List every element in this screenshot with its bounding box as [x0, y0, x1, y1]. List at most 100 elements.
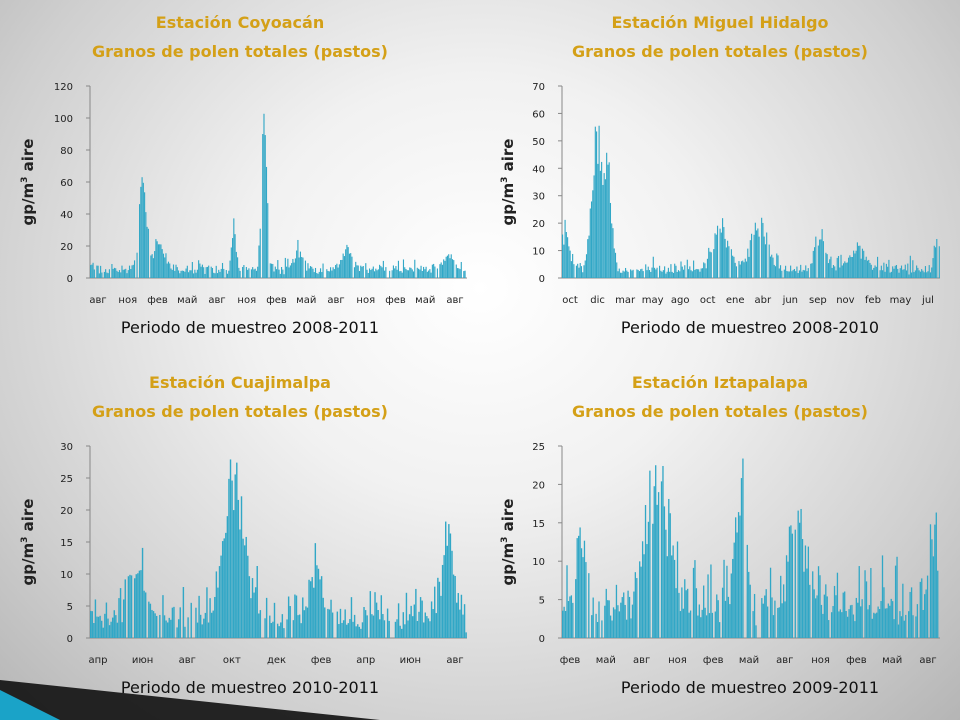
data-bar — [429, 269, 431, 278]
data-bar — [283, 274, 285, 278]
data-bar — [873, 267, 875, 278]
data-bar — [836, 572, 839, 638]
data-bar — [340, 259, 342, 278]
data-bar — [107, 273, 109, 278]
data-bar — [159, 614, 161, 638]
data-bar — [369, 591, 372, 638]
data-bar — [234, 474, 236, 638]
data-bar — [830, 612, 833, 638]
data-bar — [735, 517, 737, 638]
data-bar — [179, 607, 181, 638]
data-bar — [185, 268, 187, 278]
data-bar — [887, 603, 889, 638]
data-bar — [677, 270, 680, 278]
data-bar — [317, 273, 319, 278]
data-bar — [595, 613, 597, 638]
data-bar — [287, 596, 290, 638]
data-bar — [388, 620, 390, 638]
data-bar — [916, 265, 918, 278]
data-bar — [429, 621, 431, 638]
data-bar — [690, 270, 692, 278]
data-bar — [276, 623, 279, 638]
data-bar — [805, 265, 807, 278]
data-bar — [665, 273, 667, 278]
data-bar — [428, 270, 430, 278]
data-bar — [840, 254, 842, 278]
data-bar — [924, 594, 926, 638]
data-bar — [399, 271, 401, 278]
data-bar — [671, 555, 673, 638]
chart-title: Estación Coyoacán — [155, 13, 325, 32]
y-tick-label: 10 — [532, 247, 545, 258]
data-bar — [143, 590, 145, 638]
data-bar — [172, 264, 175, 278]
data-bar — [201, 264, 203, 278]
data-bar — [761, 598, 763, 638]
data-bar — [609, 202, 612, 278]
x-tick-label: авг — [446, 655, 463, 666]
data-bar — [889, 272, 891, 278]
data-bar — [404, 267, 406, 278]
data-bar — [583, 265, 585, 278]
x-tick-label: фев — [311, 655, 332, 666]
data-bar — [695, 588, 698, 638]
data-bar — [131, 265, 133, 278]
data-bar — [884, 271, 886, 278]
data-bar — [598, 125, 600, 278]
data-bar — [599, 170, 601, 278]
data-bar — [724, 238, 726, 278]
data-bar — [623, 592, 625, 638]
x-tick-label: июн — [132, 655, 153, 666]
data-bar — [855, 597, 857, 638]
y-tick-label: 80 — [60, 146, 73, 157]
data-bar — [152, 258, 154, 278]
data-bar — [851, 604, 853, 638]
data-bar — [899, 268, 901, 278]
data-bar — [440, 262, 442, 278]
data-bar — [703, 262, 705, 278]
data-bar — [800, 264, 802, 278]
data-bar — [823, 594, 826, 638]
data-bar — [935, 512, 937, 638]
data-bar — [392, 265, 394, 278]
data-bar — [129, 574, 131, 638]
x-tick-label: фев — [266, 295, 287, 306]
data-bar — [671, 271, 673, 278]
data-bar — [445, 521, 447, 638]
data-bar — [688, 612, 690, 638]
data-bar — [769, 256, 772, 278]
data-bar — [439, 264, 441, 278]
data-bar — [305, 606, 307, 638]
data-bar — [303, 610, 306, 638]
data-bar — [240, 496, 243, 638]
data-bar — [221, 541, 224, 638]
data-bar — [230, 247, 232, 278]
data-bar — [231, 480, 233, 638]
data-bar — [766, 232, 768, 278]
data-bar — [563, 606, 565, 638]
data-bar — [300, 623, 302, 638]
data-bar — [232, 238, 234, 278]
data-bar — [111, 617, 114, 638]
data-bar — [245, 267, 247, 278]
panel-miguel-hidalgo: Estación Miguel Hidalgo Granos de polen … — [480, 0, 960, 360]
panel-iztapalapa: Estación Iztapalapa Granos de polen tota… — [480, 360, 960, 720]
data-bar — [237, 257, 239, 278]
data-bar — [829, 259, 831, 278]
data-bar — [684, 265, 686, 278]
data-bar — [306, 607, 309, 638]
data-bar — [243, 545, 246, 638]
data-bar — [614, 609, 616, 638]
data-bar — [253, 592, 255, 638]
data-bar — [317, 568, 320, 638]
data-bar — [451, 550, 453, 638]
data-bar — [372, 615, 375, 638]
data-bar — [93, 622, 95, 638]
data-bar — [583, 540, 586, 638]
data-bar — [245, 536, 247, 638]
data-bar — [336, 263, 338, 278]
data-bar — [358, 271, 361, 278]
data-bar — [405, 592, 408, 638]
data-bar — [194, 269, 196, 278]
